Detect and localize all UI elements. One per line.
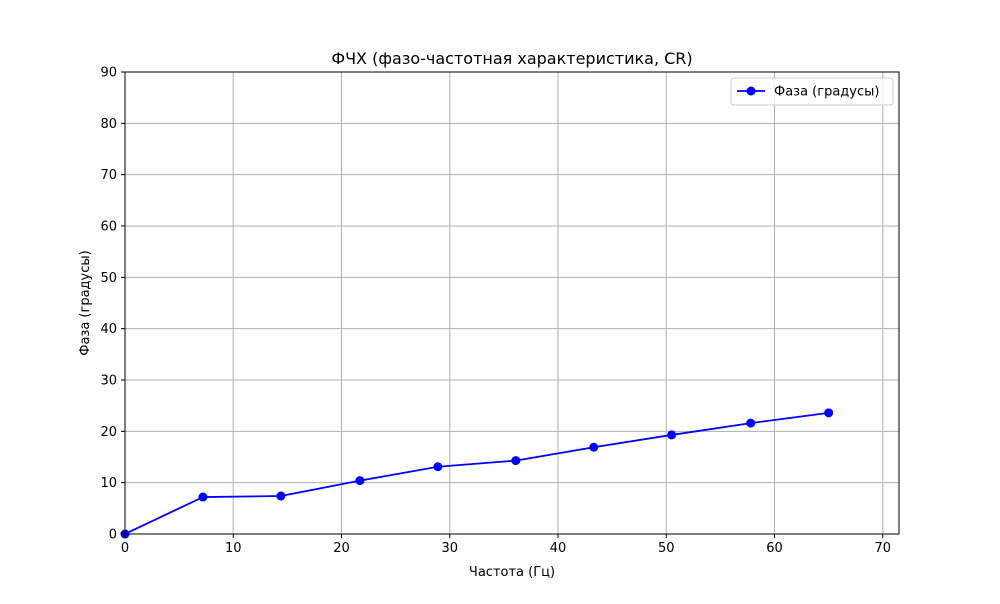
legend-marker-swatch: [746, 86, 756, 96]
data-point-marker: [746, 418, 756, 428]
x-tick-label: 20: [333, 541, 350, 556]
y-tick-label: 20: [100, 425, 117, 440]
x-axis-label: Частота (Гц): [469, 565, 555, 580]
data-point-marker: [511, 456, 521, 466]
x-tick-label: 10: [225, 541, 242, 556]
y-tick-label: 10: [100, 476, 117, 491]
legend-box: [730, 77, 894, 106]
x-tick-label: 0: [121, 541, 129, 556]
data-point-marker: [355, 476, 365, 486]
y-tick-label: 50: [100, 271, 117, 286]
y-tick-label: 80: [100, 117, 117, 132]
y-tick-label: 40: [100, 322, 117, 337]
x-tick-label: 30: [441, 541, 458, 556]
series-lines: [124, 411, 829, 535]
data-point-marker: [276, 491, 286, 501]
y-tick-label: 60: [100, 220, 117, 235]
axis-ticks: 0 10 20 30 40 50 60 70 0 10 20 30 40 50 60 70 80 90: [100, 66, 891, 557]
series-line: [124, 411, 829, 535]
x-tick-label: 60: [766, 541, 783, 556]
data-point-marker: [198, 492, 208, 502]
data-point-marker: [824, 408, 834, 418]
legend: Фаза (градусы): [730, 77, 894, 106]
chart-title: ФЧХ (фазо-частотная характеристика, CR): [331, 49, 692, 68]
data-point-marker: [589, 442, 599, 452]
x-tick-label: 70: [874, 541, 891, 556]
y-tick-label: 90: [100, 66, 117, 81]
data-point-marker: [433, 462, 443, 472]
x-tick-label: 50: [658, 541, 675, 556]
plot-frame: [124, 71, 900, 535]
y-tick-label: 30: [100, 374, 117, 389]
y-tick-label: 0: [109, 528, 117, 543]
y-tick-label: 70: [100, 168, 117, 183]
legend-label: Фаза (градусы): [774, 85, 879, 100]
data-point-marker: [667, 430, 677, 440]
y-axis-label: Фаза (градусы): [78, 250, 93, 355]
series-markers: [120, 408, 834, 539]
x-tick-label: 40: [550, 541, 567, 556]
